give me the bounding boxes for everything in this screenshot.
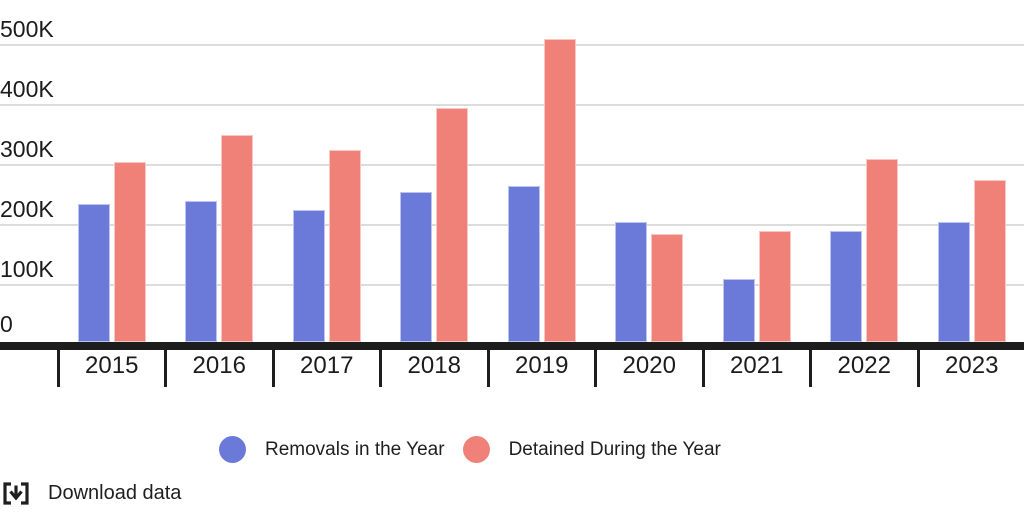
x-axis-tick [701, 342, 705, 387]
x-axis-label-2023: 2023 [945, 352, 999, 379]
download-icon [1, 481, 31, 506]
bar-removals-2015 [77, 204, 110, 342]
bar-removals-2016 [185, 201, 218, 342]
x-axis-label-2017: 2017 [300, 352, 354, 379]
x-axis-tick [379, 342, 382, 387]
x-axis-tick [271, 342, 275, 387]
y-axis-label-0: 0 [0, 311, 13, 337]
legend-swatch-detained [462, 436, 490, 463]
x-axis-tick [164, 342, 167, 387]
bar-removals-2018 [400, 192, 433, 342]
bar-detained-2021 [758, 231, 791, 342]
bar-detained-2022 [866, 159, 899, 342]
legend-label-detained: Detained During the Year [508, 438, 721, 460]
x-axis-label-2018: 2018 [407, 352, 461, 379]
bar-removals-2019 [507, 186, 540, 342]
legend-item-removals: Removals in the Year [219, 436, 445, 463]
x-axis-label-2016: 2016 [192, 352, 246, 379]
x-axis-line [0, 342, 1024, 350]
bar-removals-2023 [937, 222, 970, 342]
bar-detained-2023 [973, 180, 1006, 342]
x-axis-label-2020: 2020 [622, 352, 676, 379]
y-axis-label-400k: 400K [0, 76, 54, 102]
y-axis-label-300k: 300K [0, 136, 54, 162]
chart-legend: Removals in the Year Detained During the … [219, 436, 721, 463]
gridline-300k [0, 164, 1024, 166]
bar-detained-2020 [651, 234, 684, 342]
x-axis-label-2022: 2022 [837, 352, 891, 379]
legend-label-removals: Removals in the Year [265, 438, 445, 460]
gridline-500k [0, 44, 1024, 46]
x-axis-label-2021: 2021 [730, 352, 784, 379]
gridline-400k [0, 104, 1024, 106]
y-axis-label-100k: 100K [0, 256, 54, 282]
x-axis-label-2015: 2015 [85, 352, 139, 379]
bar-detained-2015 [113, 162, 146, 342]
x-axis-label-2019: 2019 [515, 352, 569, 379]
legend-item-detained: Detained During the Year [462, 436, 721, 463]
x-axis-tick [594, 342, 597, 387]
download-data-link[interactable]: Download data [1, 481, 181, 506]
x-axis-tick [916, 342, 920, 387]
bar-detained-2016 [221, 135, 254, 342]
bar-detained-2019 [543, 39, 576, 342]
y-axis-label-200k: 200K [0, 196, 54, 222]
bar-removals-2017 [292, 210, 325, 342]
legend-swatch-removals [219, 436, 246, 463]
x-axis-tick [809, 342, 812, 387]
bar-removals-2021 [722, 279, 755, 342]
bar-detained-2017 [328, 150, 361, 342]
download-label: Download data [48, 482, 182, 504]
bar-removals-2020 [615, 222, 648, 342]
x-axis-tick [56, 342, 60, 387]
bar-detained-2018 [436, 108, 469, 342]
y-axis-label-500k: 500K [0, 16, 54, 42]
bar-removals-2022 [830, 231, 863, 342]
x-axis-tick [486, 342, 490, 387]
